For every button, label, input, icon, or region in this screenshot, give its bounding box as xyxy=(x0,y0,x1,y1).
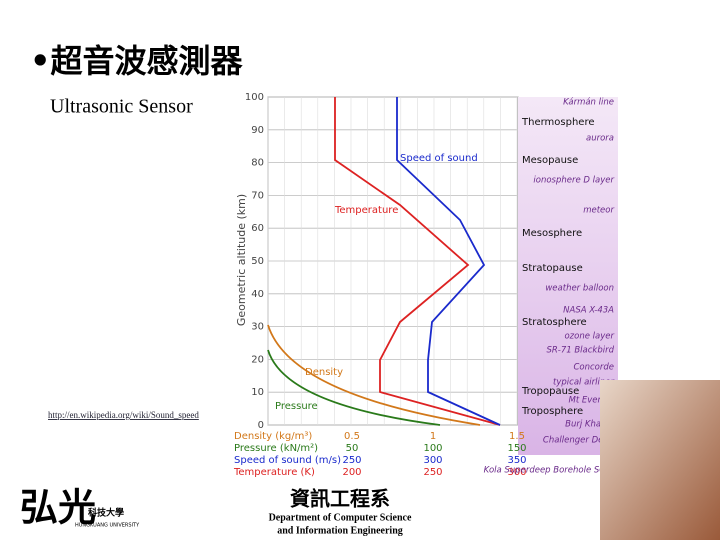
x-tick-label: 200 xyxy=(342,467,361,478)
x-tick-label: 1 xyxy=(430,431,436,442)
panel-label: Mesosphere xyxy=(522,228,582,239)
y-label: Geometric altitude (km) xyxy=(235,194,248,326)
temperature-curve xyxy=(334,97,501,426)
panel-label: SR-71 Blackbird xyxy=(546,346,614,356)
curve-label: Density xyxy=(305,367,343,378)
curve-label: Speed of sound xyxy=(400,153,478,164)
panel-label: meteor xyxy=(583,206,614,216)
dept-cn: 資訊工程系 xyxy=(290,487,390,511)
y-tick-label: 20 xyxy=(251,354,264,365)
x-tick-label: 0.5 xyxy=(344,431,360,442)
x-tick-label: 250 xyxy=(423,467,442,478)
x-tick-label: 250 xyxy=(342,455,361,466)
dept-en: Department of Computer Science xyxy=(269,512,412,523)
panel-label: Troposphere xyxy=(521,406,583,417)
y-tick-label: 60 xyxy=(251,223,264,234)
panel-label: Kármán line xyxy=(563,98,614,108)
panel-label: Tropopause xyxy=(521,386,579,397)
panel-label: Challenger Deep xyxy=(543,436,614,446)
x-row-label: Speed of sound (m/s) xyxy=(234,455,341,466)
x-row-label: Density (kg/m³) xyxy=(234,431,312,442)
school-cn: 科技大學 xyxy=(88,507,124,519)
y-tick-label: 0 xyxy=(258,420,264,431)
y-tick-label: 40 xyxy=(251,289,264,300)
x-row-label: Pressure (kN/m²) xyxy=(234,443,318,454)
slide-title: •超音波感測器 xyxy=(30,42,243,80)
dept-en: and Information Engineering xyxy=(277,525,403,536)
panel-label: weather balloon xyxy=(545,284,614,294)
logo: 弘光 xyxy=(20,488,96,530)
y-tick-label: 90 xyxy=(251,125,264,136)
y-tick-label: 100 xyxy=(245,92,264,103)
y-tick-label: 70 xyxy=(251,190,264,201)
panel-label: Concorde xyxy=(573,363,614,373)
panel-label: aurora xyxy=(586,134,614,144)
x-tick-label: 1.5 xyxy=(509,431,525,442)
link[interactable]: http://en.wikipedia.org/wiki/Sound_speed xyxy=(48,410,199,420)
panel-label: NASA X-43A xyxy=(563,306,614,316)
y-tick-label: 50 xyxy=(251,256,264,267)
x-tick-label: 50 xyxy=(346,443,359,454)
panel-label: Kola Superdeep Borehole SG 3 xyxy=(484,466,614,476)
x-tick-label: 150 xyxy=(507,443,526,454)
panel-label: Mt Everest xyxy=(569,396,615,406)
x-row-label: Temperature (K) xyxy=(233,467,315,478)
panel-label: Burj Khalifa xyxy=(565,420,614,430)
panel-label: ionosphere D layer xyxy=(533,176,614,186)
panel-label: typical airliner xyxy=(553,378,614,388)
y-tick-label: 80 xyxy=(251,158,264,169)
x-tick-label: 300 xyxy=(423,455,442,466)
y-tick-label: 10 xyxy=(251,387,264,398)
panel-label: Stratosphere xyxy=(522,317,587,328)
curve-label: Temperature xyxy=(334,205,398,216)
pressure-curve xyxy=(267,349,441,426)
subtitle: Ultrasonic Sensor xyxy=(50,96,193,118)
curve-label: Pressure xyxy=(275,401,318,412)
panel-label: ozone layer xyxy=(564,332,614,342)
x-tick-label: 300 xyxy=(507,467,526,478)
y-tick-label: 30 xyxy=(251,322,264,333)
panel-label: Thermosphere xyxy=(521,117,595,128)
school-en: HUNGKUANG UNIVERSITY xyxy=(75,523,140,529)
x-tick-label: 100 xyxy=(423,443,442,454)
panel-label: Mesopause xyxy=(522,155,578,166)
building-photo xyxy=(600,380,720,540)
sound-curve xyxy=(396,97,501,426)
panel-label: Stratopause xyxy=(522,263,583,274)
density-curve xyxy=(267,324,481,426)
x-tick-label: 350 xyxy=(507,455,526,466)
